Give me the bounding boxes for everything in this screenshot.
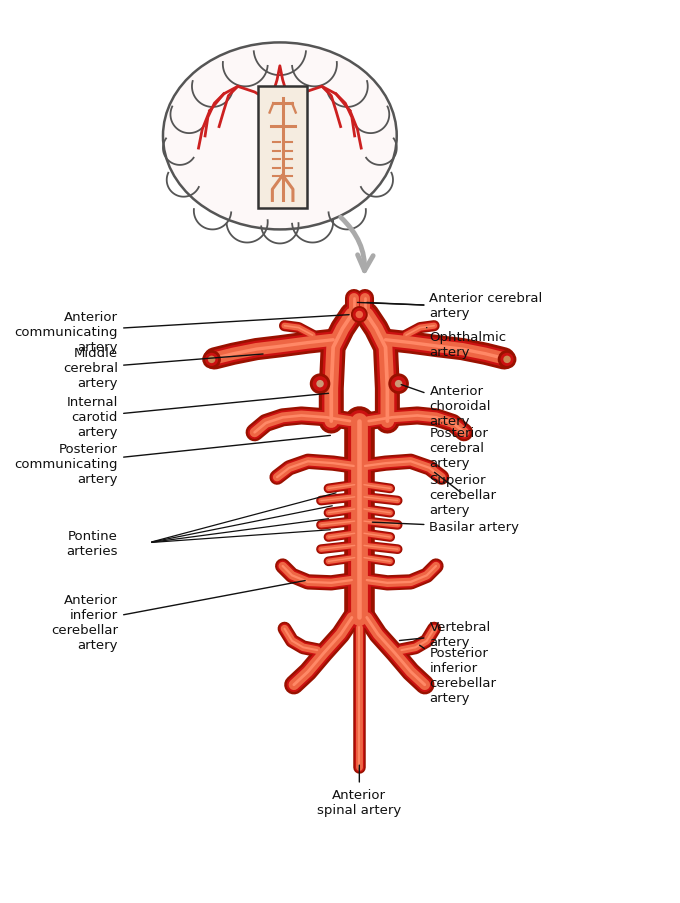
Text: Anterior
spinal artery: Anterior spinal artery <box>317 765 401 815</box>
Circle shape <box>202 350 221 369</box>
Text: Anterior
inferior
cerebellar
artery: Anterior inferior cerebellar artery <box>51 581 305 651</box>
Circle shape <box>316 380 324 388</box>
Text: Anterior
choroidal
artery: Anterior choroidal artery <box>401 385 491 427</box>
Text: Superior
cerebellar
artery: Superior cerebellar artery <box>430 473 496 516</box>
Text: Basilar artery: Basilar artery <box>373 521 520 534</box>
Text: Posterior
inferior
cerebellar
artery: Posterior inferior cerebellar artery <box>420 646 496 704</box>
Circle shape <box>391 377 406 392</box>
Text: Anterior cerebral
artery: Anterior cerebral artery <box>430 292 543 320</box>
Text: Posterior
cerebral
artery: Posterior cerebral artery <box>430 424 488 470</box>
Text: Ophthalmic
artery: Ophthalmic artery <box>426 328 507 359</box>
Circle shape <box>500 353 513 367</box>
Circle shape <box>351 307 368 323</box>
Text: Vertebral
artery: Vertebral artery <box>399 620 491 648</box>
Circle shape <box>313 377 328 392</box>
Text: Pontine
arteries: Pontine arteries <box>67 529 118 557</box>
Circle shape <box>310 374 330 395</box>
Circle shape <box>503 357 511 364</box>
Circle shape <box>388 374 409 395</box>
Text: Middle
cerebral
artery: Middle cerebral artery <box>63 347 263 390</box>
Circle shape <box>205 353 218 367</box>
Circle shape <box>353 309 366 321</box>
Circle shape <box>208 357 216 364</box>
Circle shape <box>498 350 516 369</box>
Circle shape <box>395 380 403 388</box>
Text: Internal
carotid
artery: Internal carotid artery <box>67 394 328 439</box>
Ellipse shape <box>163 43 396 230</box>
Text: Anterior
communicating
artery: Anterior communicating artery <box>14 311 349 353</box>
Text: Posterior
communicating
artery: Posterior communicating artery <box>14 436 330 485</box>
Circle shape <box>356 312 363 319</box>
Bar <box>258 88 307 209</box>
